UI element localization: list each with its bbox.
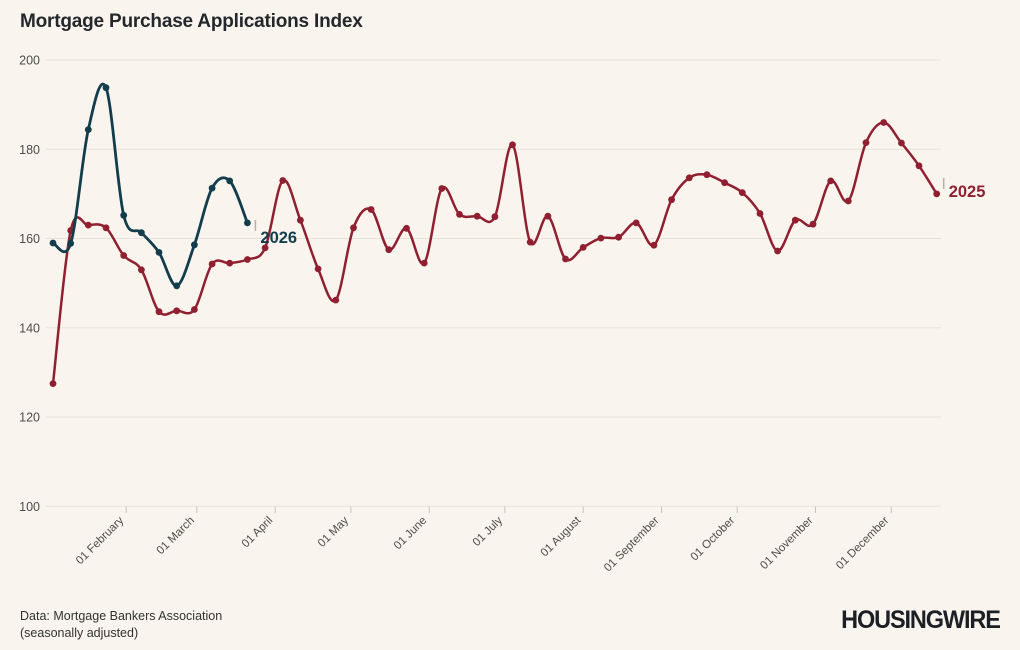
y-axis-tick-label: 100 xyxy=(19,500,40,514)
data-point-2025 xyxy=(491,213,499,221)
y-axis-tick-label: 160 xyxy=(19,232,40,246)
data-point-2025 xyxy=(173,307,181,315)
y-axis-tick-label: 200 xyxy=(19,54,40,68)
data-point-2025 xyxy=(279,177,287,184)
data-point-2026 xyxy=(138,229,145,237)
data-point-2026 xyxy=(120,211,128,219)
series-label-2026: 2026 xyxy=(260,229,297,247)
x-axis-tick-label: 01 November xyxy=(758,515,815,572)
data-point-2025 xyxy=(880,119,888,126)
data-point-2025 xyxy=(102,224,110,232)
data-point-2025 xyxy=(597,234,605,242)
data-point-2026 xyxy=(67,240,75,247)
data-point-2025 xyxy=(933,190,941,198)
data-point-2025 xyxy=(844,197,852,205)
x-axis-tick-label: 01 September xyxy=(602,515,662,575)
data-point-2025 xyxy=(544,212,552,220)
data-point-2025 xyxy=(208,260,216,268)
data-point-2025 xyxy=(191,306,198,313)
data-point-2025 xyxy=(650,241,658,249)
data-point-2025 xyxy=(155,308,163,316)
data-point-2026 xyxy=(208,184,216,192)
x-axis-tick-label: 01 February xyxy=(74,514,127,567)
data-point-2025 xyxy=(809,220,817,228)
data-point-2025 xyxy=(420,259,428,267)
x-axis-tick-label: 01 June xyxy=(392,515,429,552)
data-point-2025 xyxy=(668,196,675,204)
chart-title: Mortgage Purchase Applications Index xyxy=(20,11,363,32)
data-point-2025 xyxy=(49,380,57,387)
housingwire-logo: HOUSINGWIRE xyxy=(841,606,1001,634)
data-point-2025 xyxy=(703,171,711,179)
data-point-2026 xyxy=(173,282,181,290)
x-axis-tick-label: 01 December xyxy=(834,515,891,572)
data-point-2026 xyxy=(244,219,251,227)
data-point-2025 xyxy=(244,256,251,263)
data-point-2025 xyxy=(615,233,622,241)
data-point-2026 xyxy=(191,241,198,249)
data-point-2025 xyxy=(915,162,923,170)
data-point-2025 xyxy=(367,206,375,213)
data-point-2025 xyxy=(791,216,799,224)
data-point-2025 xyxy=(562,255,569,263)
data-point-2026 xyxy=(49,239,57,247)
data-point-2025 xyxy=(526,238,534,246)
data-point-2025 xyxy=(138,266,145,274)
data-point-2025 xyxy=(261,244,269,252)
data-point-2026 xyxy=(226,177,234,185)
x-axis-tick-label: 01 August xyxy=(539,514,584,559)
data-point-2025 xyxy=(403,224,410,232)
data-point-2025 xyxy=(579,244,587,251)
data-point-2025 xyxy=(350,224,357,232)
x-axis-tick-label: 01 July xyxy=(471,514,505,548)
data-point-2025 xyxy=(84,221,92,229)
x-axis-tick-label: 01 May xyxy=(316,514,351,549)
data-point-2025 xyxy=(332,296,340,304)
series-line-2025 xyxy=(51,121,938,385)
source-note: Data: Mortgage Bankers Association (seas… xyxy=(20,608,222,642)
x-axis-tick-label: 01 October xyxy=(689,515,738,564)
data-point-2025 xyxy=(721,179,728,187)
data-point-2025 xyxy=(226,259,234,267)
data-point-2025 xyxy=(898,139,905,147)
data-point-2026 xyxy=(84,126,92,133)
data-point-2025 xyxy=(774,247,781,255)
data-point-2025 xyxy=(509,141,516,149)
data-point-2025 xyxy=(862,139,870,147)
data-point-2025 xyxy=(438,185,446,192)
source-line-2: (seasonally adjusted) xyxy=(20,626,139,640)
data-point-2025 xyxy=(385,246,393,254)
series-line-2026 xyxy=(51,82,249,288)
data-point-2025 xyxy=(120,252,128,259)
data-point-2026 xyxy=(155,249,163,256)
data-point-2025 xyxy=(314,265,322,273)
data-point-2025 xyxy=(685,174,693,182)
y-axis-tick-label: 140 xyxy=(19,321,40,335)
data-point-2025 xyxy=(456,211,463,218)
series-label-2025: 2025 xyxy=(949,183,986,201)
y-axis-tick-label: 120 xyxy=(19,411,40,425)
data-point-2025 xyxy=(756,210,764,217)
data-point-2025 xyxy=(473,212,481,220)
data-point-2025 xyxy=(738,189,746,197)
x-axis-tick-label: 01 April xyxy=(240,515,276,551)
data-point-2025 xyxy=(827,177,835,185)
data-point-2025 xyxy=(297,216,304,224)
data-point-2026 xyxy=(102,84,110,92)
y-axis-tick-label: 180 xyxy=(19,143,40,157)
source-line-1: Data: Mortgage Bankers Association xyxy=(20,609,223,623)
x-axis-tick-label: 01 March xyxy=(155,515,197,557)
data-point-2025 xyxy=(632,219,640,227)
